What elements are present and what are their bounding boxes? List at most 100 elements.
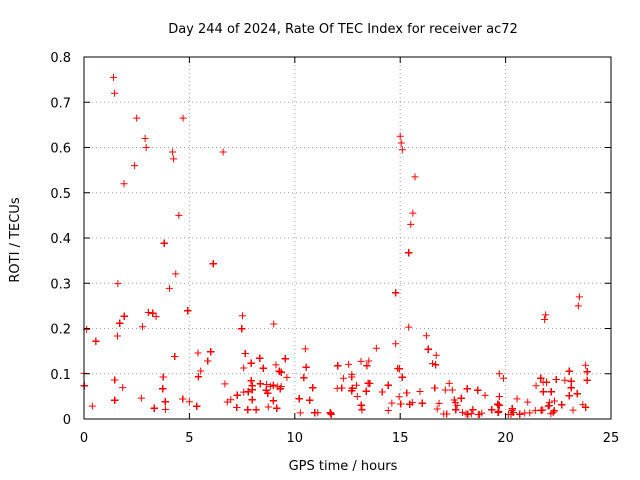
data-point [326,409,334,417]
data-point-outlier [270,320,278,328]
x-axis-label: GPS time / hours [289,459,398,474]
data-point [327,410,335,418]
data-point [160,239,168,247]
data-point [418,399,426,407]
data-point [474,386,482,394]
data-point-outlier [111,89,119,97]
data-point [150,404,158,412]
data-point [185,398,193,406]
data-point [269,397,277,405]
data-point [179,395,187,403]
data-point [474,410,482,418]
data-point [433,405,441,413]
data-point [240,364,248,372]
data-point-outlier [396,132,404,140]
data-point [244,388,252,396]
data-point [120,312,128,320]
data-point [172,270,180,278]
data-point [464,410,472,418]
data-point [262,386,270,394]
data-point [283,373,291,381]
data-point [248,396,256,404]
data-point [453,401,461,409]
data-point [144,308,152,316]
data-point-outlier [541,315,549,323]
y-tick-label: 0.6 [50,142,71,157]
data-point-outlier [542,311,550,319]
data-point [431,384,439,392]
data-point-outlier [301,345,309,353]
data-point [362,387,370,395]
data-point [509,408,517,416]
data-point-outlier [142,144,150,151]
data-point [565,367,573,375]
data-point [384,407,392,415]
data-point [405,323,413,331]
grid [84,57,611,419]
y-tick-label: 0.3 [50,277,71,292]
data-point [204,357,212,365]
data-point [441,386,449,394]
data-point [363,362,371,370]
data-point [384,381,392,389]
x-tick-label: 15 [392,431,409,446]
data-point [139,323,147,331]
data-point [111,396,119,404]
data-point [348,373,356,381]
data-point [227,396,235,404]
data-point [233,404,241,412]
data-point [552,376,560,384]
data-point-outlier [170,155,178,163]
data-point [531,407,539,415]
data-point-outlier [175,211,183,219]
data-point [544,402,552,410]
data-point [238,325,246,333]
data-point [88,402,96,410]
data-point [583,368,591,376]
data-point [256,380,264,388]
data-point [365,357,373,365]
data-point [550,407,558,415]
data-point [159,373,167,381]
data-point [551,397,559,405]
data-point [432,361,440,369]
data-point [549,409,557,417]
data-point-outlier [495,370,503,378]
data-point-outlier [133,114,141,122]
data-point [311,409,319,417]
data-point [221,380,229,388]
data-point [526,409,534,417]
data-point [508,405,516,413]
data-point [478,409,486,417]
data-point-outlier [169,148,177,156]
data-point [194,349,202,357]
data-point [137,394,145,402]
data-point [113,332,121,340]
data-point [345,360,353,368]
y-tick-label: 0 [63,413,71,428]
data-point [569,406,577,414]
y-tick-label: 0.4 [50,232,71,247]
data-point [457,394,465,402]
data-point [448,386,456,394]
data-point [239,312,247,320]
data-point [161,405,169,413]
data-point [388,399,396,407]
data-point [247,377,255,385]
axis-ticks [83,56,612,420]
data-point [159,385,167,393]
data-point [306,396,314,404]
data-point [92,337,100,345]
data-point [582,361,590,369]
data-point [488,406,496,414]
data-point [334,362,342,370]
x-tick-label: 25 [603,431,620,446]
y-tick-label: 0.2 [50,323,71,338]
data-point [357,357,365,365]
data-point [494,408,502,416]
data-point [266,382,274,390]
data-point [161,398,169,406]
data-point [567,384,575,392]
x-tick-label: 10 [287,431,304,446]
data-point-outlier [141,134,149,142]
